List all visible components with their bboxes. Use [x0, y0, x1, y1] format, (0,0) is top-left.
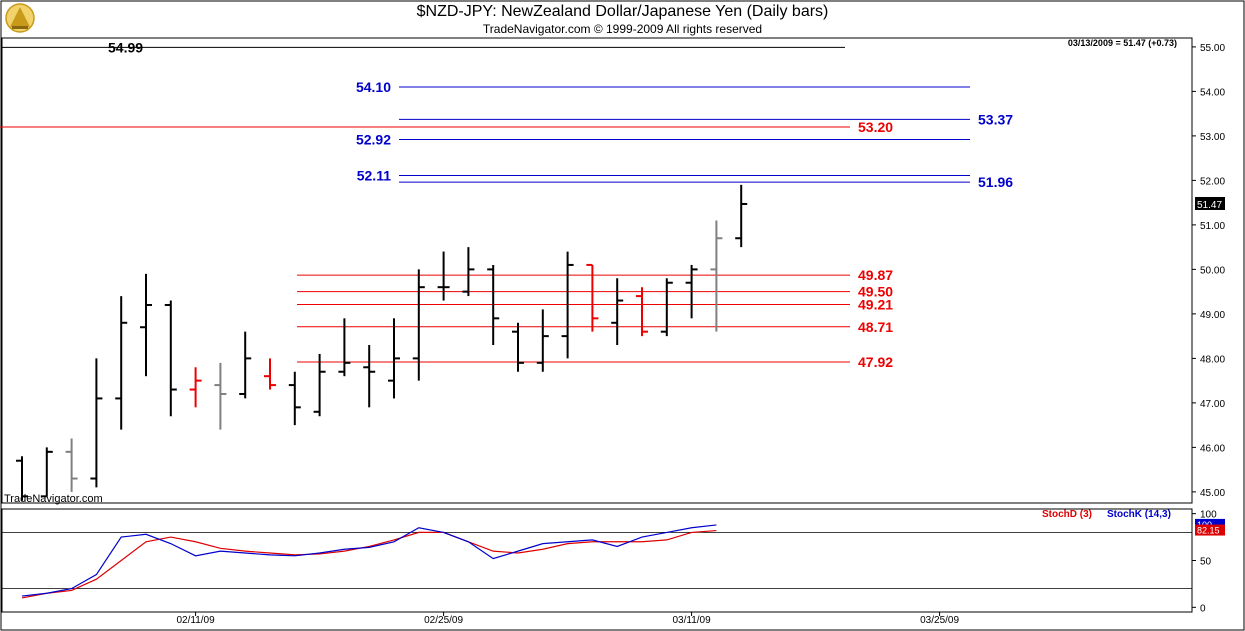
- x-axis-tick-label: 03/25/09: [920, 615, 959, 626]
- level-label: 47.92: [858, 354, 893, 370]
- price-y-tick-label: 52.00: [1200, 176, 1225, 187]
- price-y-tick-label: 49.00: [1200, 310, 1225, 321]
- price-y-tick-label: 50.00: [1200, 265, 1225, 276]
- last-value-label: 51.47: [1197, 200, 1222, 211]
- level-label: 49.21: [858, 297, 893, 313]
- chart-title: $NZD-JPY: NewZealand Dollar/Japanese Yen…: [416, 3, 829, 20]
- legend-stoch-d: StochD (3): [1042, 509, 1092, 520]
- trade-navigator-logo: [5, 3, 35, 33]
- level-label: 54.10: [356, 79, 391, 95]
- stoch-k-value-box: [1195, 518, 1225, 530]
- level-label: 54.99: [108, 39, 143, 55]
- price-y-tick-label: 53.00: [1200, 132, 1225, 143]
- price-panel-frame: [1, 37, 1193, 504]
- osc-y-tick-label: 100: [1200, 510, 1217, 521]
- x-axis-tick-label: 02/25/09: [424, 615, 463, 626]
- x-axis-tick-label: 02/11/09: [177, 615, 216, 626]
- price-y-tick-label: 45.00: [1200, 488, 1225, 499]
- level-label: 49.87: [858, 267, 893, 283]
- level-label: 51.96: [978, 174, 1013, 190]
- level-label: 48.71: [858, 319, 893, 335]
- chart-subtitle: TradeNavigator.com © 1999-2009 All right…: [482, 22, 763, 36]
- level-label: 52.92: [356, 131, 391, 147]
- oscillator-panel-frame: [1, 508, 1193, 613]
- price-y-tick-label: 51.00: [1200, 221, 1225, 232]
- level-label: 53.20: [858, 119, 893, 135]
- stoch-d-value-label: 82.15: [1197, 526, 1220, 536]
- price-y-tick-label: 46.00: [1200, 443, 1225, 454]
- legend-stoch-k: StochK (14,3): [1107, 509, 1171, 520]
- price-y-tick-label: 55.00: [1200, 43, 1225, 54]
- stoch-k-line: [21, 524, 717, 597]
- level-label: 49.50: [858, 284, 893, 300]
- stoch-d-value-box: [1195, 524, 1225, 536]
- stoch-d-line: [21, 529, 717, 599]
- level-label: 52.11: [357, 167, 391, 183]
- x-axis-tick-label: 03/11/09: [673, 615, 712, 626]
- last-price-readout: 03/13/2009 = 51.47 (+0.73): [1067, 38, 1177, 48]
- level-label: 53.37: [978, 111, 1013, 127]
- osc-y-tick-label: 0: [1200, 603, 1206, 614]
- watermark: TradeNavigator.com: [4, 493, 103, 505]
- price-y-tick-label: 54.00: [1200, 87, 1225, 98]
- osc-y-tick-label: 50: [1200, 557, 1212, 568]
- price-y-tick-label: 47.00: [1200, 399, 1225, 410]
- last-value-box: [1195, 196, 1225, 210]
- price-y-tick-label: 48.00: [1200, 354, 1225, 365]
